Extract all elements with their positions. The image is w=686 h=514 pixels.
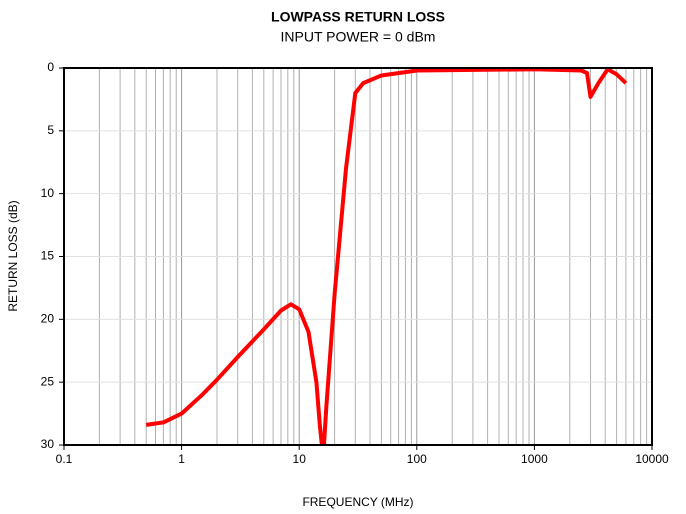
y-tick-label: 15: [41, 249, 55, 263]
y-axis-label: RETURN LOSS (dB): [6, 200, 20, 311]
x-tick-label: 100: [407, 452, 427, 466]
y-tick-label: 0: [47, 60, 54, 74]
x-tick-label: 1: [178, 452, 185, 466]
x-axis-label: FREQUENCY (MHz): [302, 495, 413, 509]
x-tick-label: 1000: [521, 452, 548, 466]
y-tick-label: 10: [41, 186, 55, 200]
data-line: [145, 68, 628, 445]
chart-title: LOWPASS RETURN LOSS: [271, 9, 445, 25]
y-tick-label: 30: [41, 437, 55, 451]
y-tick-label: 5: [47, 123, 54, 137]
x-tick-label: 0.1: [56, 452, 73, 466]
y-tick-label: 20: [41, 312, 55, 326]
plot-area: [145, 68, 628, 445]
y-tick-label: 25: [41, 374, 55, 388]
chart-subtitle: INPUT POWER = 0 dBm: [281, 29, 436, 45]
grid: [63, 67, 653, 446]
x-tick-label: 10: [293, 452, 307, 466]
x-tick-label: 10000: [635, 452, 669, 466]
